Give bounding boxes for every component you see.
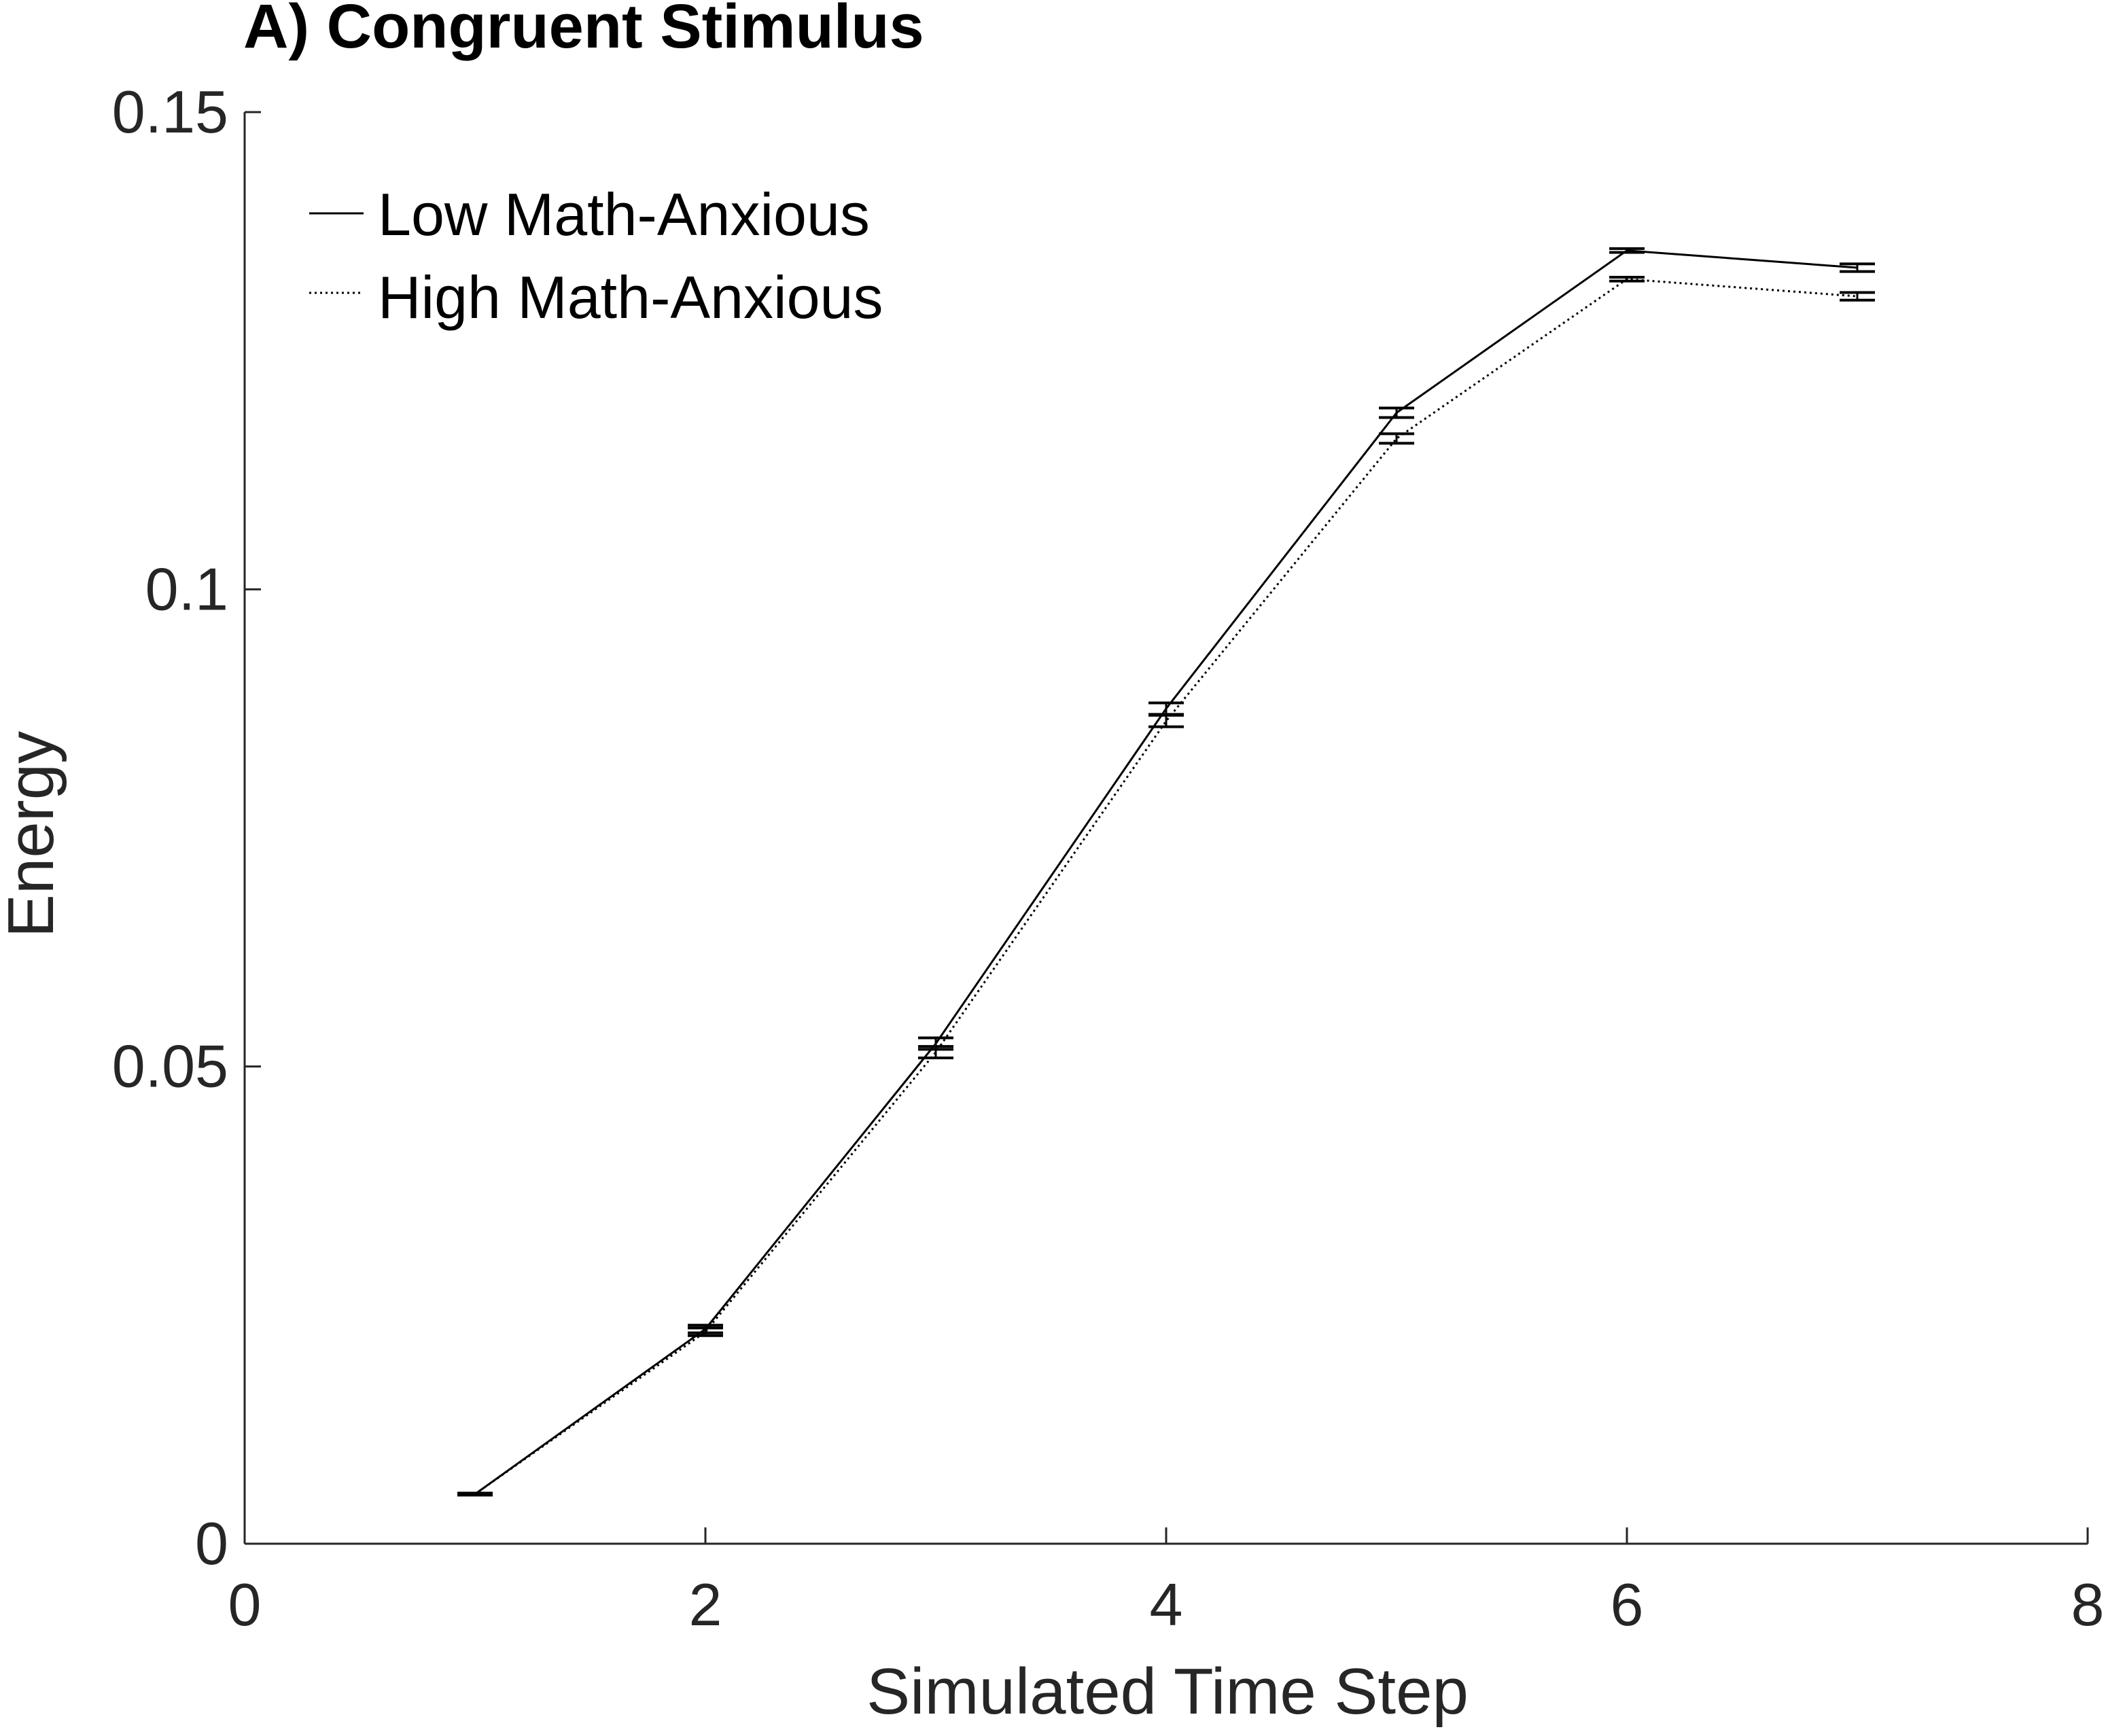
y-tick-label: 0.15 bbox=[112, 78, 228, 145]
x-ticks: 0 2 4 6 8 bbox=[228, 1527, 2105, 1638]
error-bar-low-math-anxious bbox=[1609, 247, 1645, 254]
y-tick-label: 0 bbox=[195, 1510, 228, 1577]
error-bar-low-math-anxious bbox=[1840, 262, 1875, 273]
series-low-math-anxious bbox=[457, 247, 1875, 1497]
error-bar-high-math-anxious bbox=[1379, 432, 1414, 445]
x-tick-label: 8 bbox=[2071, 1571, 2105, 1638]
error-bar-high-math-anxious bbox=[1840, 291, 1875, 302]
y-axis-label: Energy bbox=[0, 731, 67, 938]
series-high-math-anxious bbox=[457, 276, 1875, 1497]
plot-area bbox=[457, 247, 1875, 1497]
error-bar-high-math-anxious bbox=[1609, 276, 1645, 283]
chart-title: A) Congruent Stimulus bbox=[243, 0, 924, 61]
series-line-low-math-anxious bbox=[474, 249, 1858, 1495]
error-bar-low-math-anxious bbox=[1148, 701, 1184, 716]
y-ticks: 0 0.05 0.1 0.15 bbox=[112, 78, 261, 1577]
x-tick-label: 2 bbox=[689, 1571, 722, 1638]
x-axis-label: Simulated Time Step bbox=[866, 1655, 1469, 1728]
legend: Low Math-Anxious High Math-Anxious bbox=[309, 181, 883, 331]
legend-label-high-math-anxious: High Math-Anxious bbox=[378, 264, 883, 331]
error-bar-high-math-anxious bbox=[457, 1491, 493, 1497]
legend-label-low-math-anxious: Low Math-Anxious bbox=[378, 181, 870, 248]
x-tick-label: 6 bbox=[1611, 1571, 1644, 1638]
error-bar-low-math-anxious bbox=[1379, 406, 1414, 419]
x-tick-label: 0 bbox=[228, 1571, 262, 1638]
error-bar-high-math-anxious bbox=[688, 1326, 723, 1337]
error-bar-high-math-anxious bbox=[918, 1045, 953, 1060]
y-tick-label: 0.05 bbox=[112, 1033, 228, 1100]
error-bar-high-math-anxious bbox=[1148, 713, 1184, 728]
x-tick-label: 4 bbox=[1150, 1571, 1183, 1638]
y-tick-label: 0.1 bbox=[145, 555, 228, 622]
series-line-high-math-anxious bbox=[474, 278, 1858, 1495]
